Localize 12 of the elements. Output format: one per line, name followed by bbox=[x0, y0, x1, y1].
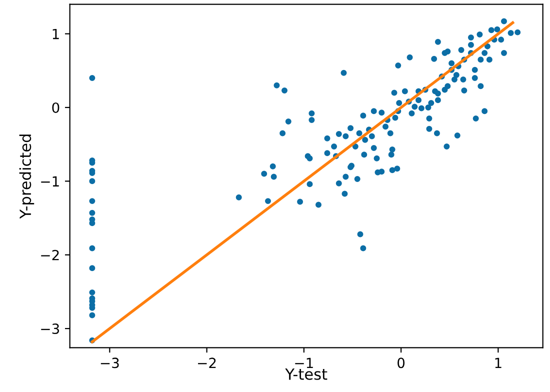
x-tick-label: 0 bbox=[398, 358, 405, 368]
x-tick-label: −3 bbox=[100, 358, 119, 368]
x-tick-label: −2 bbox=[198, 358, 216, 368]
y-axis-title: Y-predicted bbox=[19, 134, 34, 219]
y-tick-label: 0 bbox=[52, 102, 60, 113]
y-tick-label: −3 bbox=[41, 324, 60, 334]
x-tick-label: 1 bbox=[495, 358, 502, 368]
y-tick-label: −2 bbox=[41, 250, 59, 260]
x-axis-title: Y-test bbox=[285, 368, 328, 380]
x-tick-label: −1 bbox=[295, 358, 313, 368]
y-tick-label: −1 bbox=[41, 176, 59, 186]
y-tick-label: 1 bbox=[52, 28, 59, 40]
